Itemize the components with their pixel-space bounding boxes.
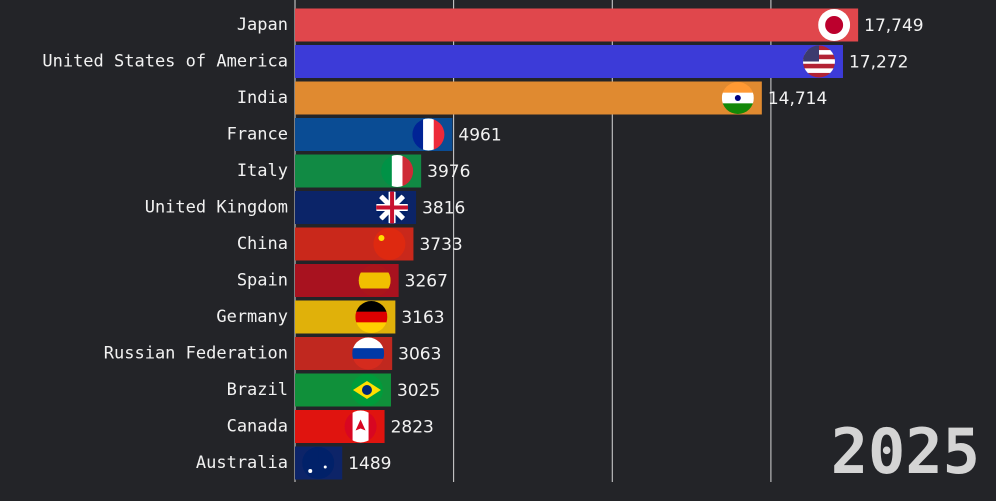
flag-stripe <box>355 301 388 313</box>
flag <box>350 374 383 406</box>
flag-dot <box>825 16 844 34</box>
flag <box>352 337 385 370</box>
flag <box>802 45 835 78</box>
flag-stripe <box>352 348 385 360</box>
flag-globe <box>361 385 372 395</box>
value-label: 17,749 <box>864 16 923 36</box>
category-label: Italy <box>237 161 288 181</box>
flag-stripe <box>355 322 388 333</box>
value-label: 3816 <box>422 199 465 219</box>
category-label: United Kingdom <box>145 198 288 218</box>
flag-stripe <box>802 72 835 78</box>
flag-star <box>308 469 313 473</box>
category-label: China <box>237 234 288 254</box>
flag-stripe <box>721 103 754 114</box>
category-label: Brazil <box>227 380 288 400</box>
flag-stripe <box>391 155 403 187</box>
flag-stripe <box>802 59 835 65</box>
value-label: 3163 <box>401 308 444 328</box>
flag-star <box>323 465 327 469</box>
flag-stripe <box>358 280 391 289</box>
flag-stripe <box>802 68 835 74</box>
value-label: 3267 <box>405 272 448 292</box>
value-label: 17,272 <box>849 53 908 73</box>
flag <box>302 447 335 479</box>
bar <box>295 8 859 42</box>
value-label: 3733 <box>419 235 462 255</box>
category-label: Japan <box>237 15 288 35</box>
flag-stripe <box>433 118 445 151</box>
flag-stripe <box>368 410 377 443</box>
flag-dot <box>734 95 741 101</box>
flag-stripe <box>358 288 391 297</box>
flag-stripe <box>355 311 388 323</box>
flag-stripe <box>344 410 354 443</box>
category-label: Russian Federation <box>104 344 288 364</box>
flag-stripe <box>352 337 385 349</box>
value-label: 3025 <box>397 381 440 401</box>
flag <box>412 118 445 151</box>
flag-stripe <box>352 410 362 443</box>
category-label: Canada <box>227 417 288 437</box>
flag-stripe <box>381 155 393 187</box>
flag-stripe <box>373 228 406 260</box>
year-label: 2025 <box>831 415 980 488</box>
category-label: France <box>227 125 288 145</box>
category-label: Germany <box>216 307 288 327</box>
category-label: India <box>237 88 288 108</box>
bar <box>295 45 843 78</box>
flag <box>376 191 409 224</box>
flag-stripe <box>402 155 414 187</box>
flag <box>721 82 754 114</box>
value-label: 14,714 <box>768 89 827 109</box>
flag-star <box>378 235 385 241</box>
flag <box>358 264 391 297</box>
flag-cross <box>376 191 409 224</box>
flag-stripe <box>352 358 385 370</box>
flag-stripe <box>358 272 391 281</box>
value-label: 4961 <box>458 126 501 146</box>
category-label: Australia <box>196 453 288 473</box>
value-label: 2823 <box>391 418 434 438</box>
category-label: Spain <box>237 271 288 291</box>
flag-stripe <box>423 118 435 151</box>
flag <box>344 410 377 443</box>
flag-leaf <box>355 419 366 431</box>
flag <box>381 155 414 187</box>
value-label: 1489 <box>348 454 391 474</box>
value-label: 3976 <box>427 162 470 182</box>
flag <box>373 228 406 260</box>
flag-stripe <box>721 82 754 94</box>
flag <box>355 301 388 333</box>
flag-stripe <box>358 264 391 273</box>
flag-stripe <box>360 410 370 443</box>
flag <box>818 9 851 41</box>
value-label: 3063 <box>398 345 441 365</box>
grid <box>453 0 772 482</box>
flag-stripe <box>412 118 424 151</box>
flag-stripe <box>802 63 835 69</box>
bar <box>295 81 762 115</box>
category-label: United States of America <box>42 52 288 72</box>
